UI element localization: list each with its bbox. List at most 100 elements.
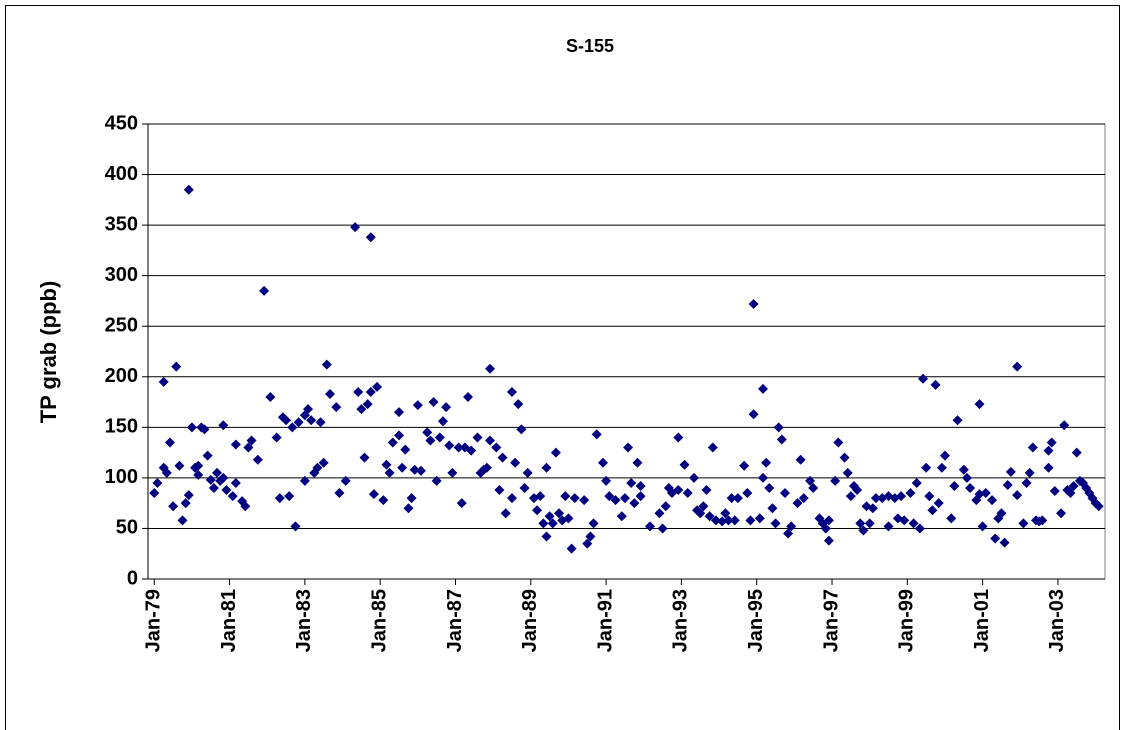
data-point xyxy=(1043,445,1054,456)
data-point xyxy=(306,415,317,426)
data-point xyxy=(754,513,765,524)
data-point xyxy=(425,435,436,446)
data-point xyxy=(823,535,834,546)
y-tick-label: 0 xyxy=(127,567,138,589)
data-point xyxy=(1065,488,1076,499)
x-tick-label: Jan-87 xyxy=(444,589,466,652)
data-point xyxy=(412,400,423,411)
data-point xyxy=(896,491,907,502)
data-point xyxy=(864,518,875,529)
data-point xyxy=(839,452,850,463)
y-tick-label: 350 xyxy=(105,213,138,235)
data-point xyxy=(842,467,853,478)
data-point xyxy=(673,485,684,496)
data-point xyxy=(205,474,216,485)
x-tick-label: Jan-81 xyxy=(218,589,240,652)
data-point xyxy=(566,543,577,554)
data-point xyxy=(149,488,160,499)
y-tick-label: 300 xyxy=(105,264,138,286)
data-point xyxy=(723,515,734,526)
data-point xyxy=(974,489,985,500)
data-point xyxy=(688,472,699,483)
data-point xyxy=(867,503,878,514)
data-point xyxy=(974,399,985,410)
x-tick-label: Jan-01 xyxy=(971,589,993,652)
data-point xyxy=(761,457,772,468)
data-point xyxy=(739,460,750,471)
data-point xyxy=(626,477,637,488)
data-point xyxy=(933,498,944,509)
data-point xyxy=(720,508,731,519)
data-point xyxy=(830,475,841,486)
data-point xyxy=(441,402,452,413)
data-point xyxy=(456,498,467,509)
data-point xyxy=(168,501,179,512)
data-point xyxy=(798,493,809,504)
data-point xyxy=(485,363,496,374)
data-point xyxy=(403,503,414,514)
data-point xyxy=(340,475,351,486)
data-point xyxy=(732,493,743,504)
data-point xyxy=(808,483,819,493)
data-point xyxy=(513,399,524,410)
data-point xyxy=(506,493,517,504)
data-point xyxy=(384,467,395,478)
data-point xyxy=(729,515,740,526)
data-point xyxy=(783,528,794,539)
data-point xyxy=(623,442,634,453)
data-point xyxy=(315,417,326,428)
data-point xyxy=(1012,490,1023,501)
data-point xyxy=(183,490,194,501)
data-point xyxy=(795,454,806,465)
data-point xyxy=(212,467,223,478)
data-point xyxy=(497,452,508,463)
data-point xyxy=(1059,420,1070,431)
data-point xyxy=(588,518,599,529)
data-point xyxy=(870,493,881,504)
data-point xyxy=(597,457,608,468)
data-point xyxy=(717,516,728,527)
data-point xyxy=(1056,508,1067,519)
data-point xyxy=(193,460,204,471)
data-point xyxy=(585,531,596,542)
data-point xyxy=(999,537,1010,548)
data-point xyxy=(186,422,197,433)
data-point xyxy=(218,472,229,483)
data-point xyxy=(914,523,925,534)
data-point xyxy=(221,485,232,496)
data-point xyxy=(820,523,831,534)
data-point xyxy=(437,416,448,427)
data-point xyxy=(764,483,775,493)
data-point xyxy=(855,518,866,529)
data-point xyxy=(911,477,922,488)
data-point xyxy=(918,373,929,384)
chart-title: S-155 xyxy=(566,36,614,56)
data-point xyxy=(990,533,1001,544)
data-point xyxy=(321,359,332,370)
data-point xyxy=(259,285,270,296)
data-point xyxy=(682,488,693,499)
data-point xyxy=(422,427,433,438)
data-point xyxy=(610,495,621,506)
data-point xyxy=(494,485,505,496)
data-point xyxy=(202,450,213,461)
data-point xyxy=(883,521,894,532)
data-point xyxy=(1002,479,1013,490)
data-point xyxy=(908,518,919,529)
data-point xyxy=(949,480,960,491)
data-point xyxy=(500,508,511,519)
data-point xyxy=(952,415,963,426)
data-point xyxy=(324,388,335,399)
data-point xyxy=(387,437,398,448)
data-point xyxy=(707,442,718,453)
y-tick-label: 450 xyxy=(105,112,138,134)
data-point xyxy=(350,222,361,233)
data-point xyxy=(472,432,483,443)
data-point xyxy=(698,501,709,512)
data-point xyxy=(303,404,314,415)
data-point xyxy=(378,495,389,506)
x-tick-label: Jan-97 xyxy=(820,589,842,652)
data-point xyxy=(927,505,938,516)
data-point xyxy=(996,508,1007,519)
data-point xyxy=(1071,447,1082,458)
